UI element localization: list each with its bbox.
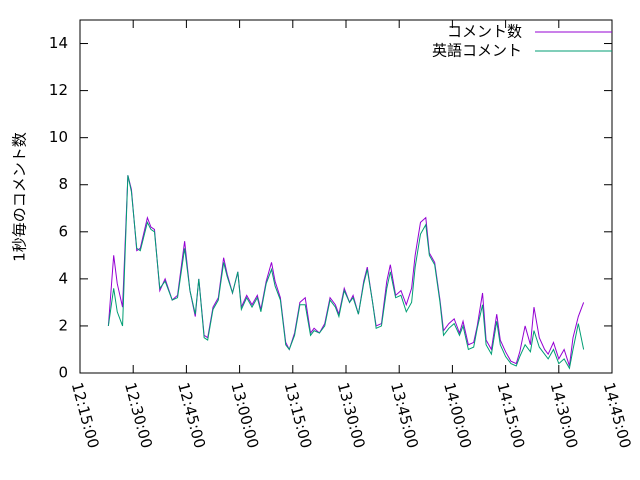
y-tick-label: 14 [49, 34, 68, 52]
plot-frame [79, 19, 613, 374]
x-tick-label: 13:30:00 [334, 381, 369, 451]
series-line [107, 175, 585, 370]
x-tick-label: 12:15:00 [68, 381, 103, 451]
x-tick-label: 13:45:00 [387, 381, 422, 451]
legend-label: 英語コメント [432, 42, 522, 60]
x-tick-label: 13:00:00 [227, 381, 262, 451]
x-tick-label: 12:45:00 [174, 381, 209, 451]
series-line [107, 175, 585, 367]
x-tick-label: 14:15:00 [493, 381, 528, 451]
y-tick-label: 10 [49, 128, 68, 146]
x-tick-label: 14:00:00 [440, 381, 475, 451]
x-tick-label: 13:15:00 [281, 381, 316, 451]
y-tick-label: 8 [58, 175, 68, 193]
x-tick-label: 14:45:00 [600, 381, 635, 451]
y-tick-label: 6 [58, 222, 68, 240]
y-tick-label: 12 [49, 81, 68, 99]
x-tick-label: 12:30:00 [121, 381, 156, 451]
x-tick-label: 14:30:00 [547, 381, 582, 451]
y-tick-label: 0 [58, 364, 68, 382]
legend-label: コメント数 [447, 23, 522, 41]
y-tick-label: 2 [58, 316, 68, 334]
y-tick-label: 4 [58, 269, 68, 287]
y-axis-label: 1秒毎のコメント数 [11, 132, 29, 262]
